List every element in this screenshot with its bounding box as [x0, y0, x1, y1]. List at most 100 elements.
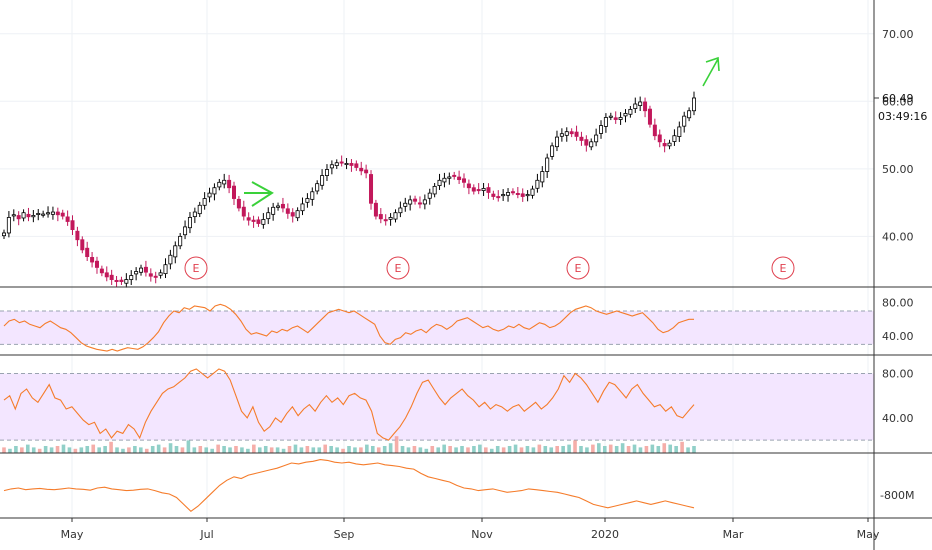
candle-body: [339, 161, 344, 164]
candle-body: [236, 198, 241, 209]
arrow-up-shaft: [702, 58, 719, 87]
grid: [0, 0, 874, 518]
price-tick-label: 50.00: [882, 163, 914, 176]
volume-bar: [174, 446, 179, 453]
volume-bar: [305, 446, 310, 453]
volume-bar: [25, 444, 30, 453]
candle-body: [99, 268, 104, 274]
candle-body: [540, 171, 545, 183]
candle-body: [114, 279, 119, 282]
volume-bar: [79, 447, 84, 453]
earnings-circle: [566, 256, 590, 280]
earnings-marker: E: [566, 256, 590, 280]
candle-body: [457, 176, 462, 181]
volume-bar: [37, 448, 42, 453]
candle-body: [525, 194, 530, 197]
volume-bar: [103, 446, 107, 453]
volume-bar: [567, 444, 571, 453]
volume-bar: [323, 444, 328, 453]
candle-body: [16, 215, 21, 220]
indicator-lines: [3, 303, 695, 513]
candle-body: [608, 115, 613, 118]
candle-body: [466, 183, 471, 189]
volume-bar: [602, 446, 607, 453]
volume-bar: [353, 447, 357, 453]
volume-bar: [674, 446, 678, 453]
volume-bar: [400, 446, 405, 453]
candle-body: [672, 135, 677, 142]
candle-body: [491, 193, 496, 197]
volume-bar: [638, 447, 643, 453]
volume-bar: [591, 444, 595, 453]
bottom-indicator-line: [3, 459, 695, 513]
x-tick-label: Jul: [199, 528, 213, 541]
volume-bar: [73, 448, 78, 453]
volume-bar: [495, 446, 500, 453]
volume-bar: [370, 446, 375, 453]
candle-body: [559, 133, 564, 137]
candle-body: [496, 196, 501, 199]
earnings-label: E: [395, 262, 402, 275]
oscillator-1-tick-label: 80.00: [882, 297, 914, 310]
volume-bar: [478, 444, 482, 453]
candle-body: [378, 214, 383, 220]
earnings-label: E: [575, 262, 582, 275]
candle-body: [633, 103, 638, 109]
volume-bar: [2, 447, 6, 453]
oscillator-band: [0, 373, 874, 441]
volume-bar: [430, 446, 435, 453]
volume-bar: [311, 447, 316, 453]
volume-bar: [662, 443, 667, 453]
price-tick-label: 70.00: [882, 28, 914, 41]
oscillator-band: [0, 311, 874, 345]
candle-body: [682, 115, 687, 127]
volume-bar: [61, 444, 66, 453]
candle-body: [599, 125, 604, 134]
candle-body: [486, 187, 491, 193]
volume-bar: [507, 446, 512, 453]
volume-bar: [376, 447, 381, 453]
volume-bar: [484, 447, 488, 453]
x-tick-label: May: [61, 528, 84, 541]
volume-bar: [180, 447, 185, 453]
volume-bar: [240, 447, 244, 453]
annotations: [244, 56, 720, 207]
volume-bar: [680, 441, 684, 453]
volume-bar: [531, 447, 536, 453]
candle-body: [163, 264, 168, 275]
volume-bar: [85, 446, 90, 453]
volume-bar: [198, 446, 203, 453]
volume-bar: [210, 448, 214, 453]
x-tick-label: Mar: [723, 528, 744, 541]
last-price-label: 60.49: [882, 92, 914, 105]
volume-bar: [561, 446, 565, 453]
volume-bar: [299, 447, 304, 453]
oscillator-bands: [0, 310, 874, 441]
volume-bar: [67, 447, 72, 453]
volume-bar: [579, 446, 583, 453]
candle-body: [158, 272, 163, 276]
candle-body: [300, 203, 305, 212]
volume-bar: [281, 448, 286, 453]
candle-body: [168, 254, 173, 265]
volume-bar: [341, 448, 345, 453]
candle-body: [461, 178, 466, 183]
volume-bar: [192, 447, 197, 453]
candle-body: [285, 208, 290, 214]
volume-bar: [448, 446, 452, 453]
volume-bar: [20, 447, 24, 453]
volume-bar: [460, 446, 464, 453]
volume-bar: [436, 447, 441, 453]
volume-bar: [388, 443, 393, 453]
candle-body: [94, 260, 99, 268]
candle-body: [398, 207, 403, 214]
candle-body: [60, 212, 65, 217]
candle-body: [46, 212, 51, 215]
volume-bar: [234, 446, 238, 453]
oscillator-2-line: [3, 368, 695, 441]
volume-bar: [246, 448, 250, 453]
candle-body: [403, 202, 408, 207]
candle-body: [290, 212, 295, 217]
candle-body: [178, 235, 183, 247]
